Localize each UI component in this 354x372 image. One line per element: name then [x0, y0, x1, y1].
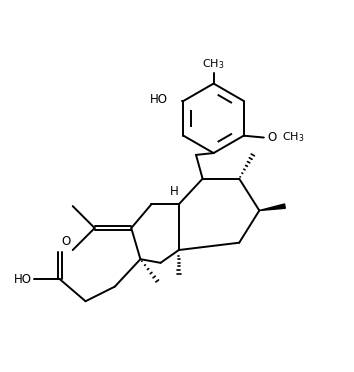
Text: O: O	[62, 235, 71, 248]
Text: H: H	[170, 185, 179, 198]
Text: HO: HO	[150, 93, 168, 106]
Text: CH$_3$: CH$_3$	[202, 58, 225, 71]
Text: HO: HO	[13, 273, 32, 286]
Text: O: O	[268, 131, 277, 144]
Polygon shape	[259, 204, 285, 211]
Text: CH$_3$: CH$_3$	[282, 131, 304, 144]
